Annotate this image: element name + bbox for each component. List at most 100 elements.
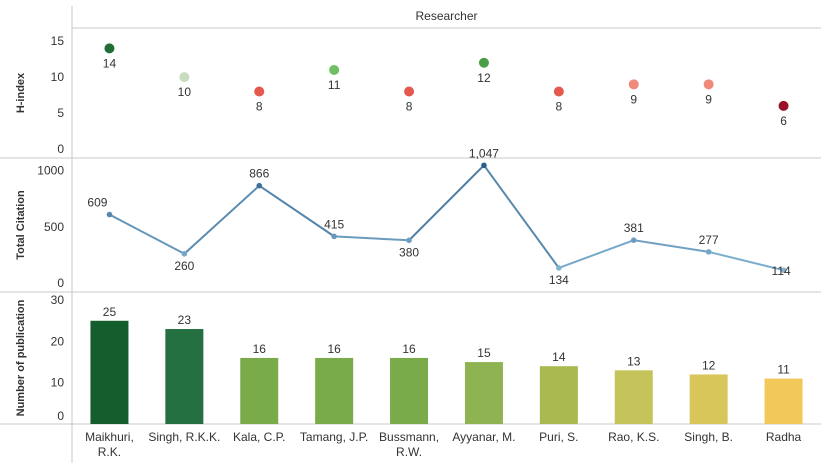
header-title: Researcher xyxy=(415,9,477,23)
y-tick-label: 0 xyxy=(57,142,64,156)
series-line-segment xyxy=(183,184,260,255)
series-line-segment xyxy=(708,250,784,272)
data-point xyxy=(256,182,263,189)
series-line-segment xyxy=(258,184,335,238)
category-label-line: R.K. xyxy=(98,445,121,459)
data-label: 277 xyxy=(699,233,719,247)
data-point xyxy=(780,267,787,273)
category-label-line: R.W. xyxy=(396,445,422,459)
category-label-line: Kala, C.P. xyxy=(233,430,285,444)
data-point xyxy=(404,86,415,97)
y-tick-label: 0 xyxy=(57,276,64,290)
category-label: Ayyanar, M. xyxy=(452,430,515,444)
data-point xyxy=(703,79,714,90)
data-label: 12 xyxy=(702,358,716,372)
panel-line: Total Citation 0 500 1000 609 260 866 415 380 1,0… xyxy=(15,146,791,290)
series-line-segment xyxy=(633,239,709,253)
data-label: 23 xyxy=(178,313,192,327)
y-tick-label: 20 xyxy=(51,334,65,348)
chart-panels: H-index 0 5 10 15 14 10 8 11 8 12 8 9 9 6 Total Citatio… xyxy=(15,34,803,424)
category-label-line: Tamang, J.P. xyxy=(300,430,368,444)
category-label-line: Singh, R.K.K. xyxy=(148,430,220,444)
data-point xyxy=(778,100,789,111)
data-label: 415 xyxy=(324,217,344,231)
y-tick-label: 500 xyxy=(44,220,64,234)
data-point xyxy=(179,72,190,83)
bar xyxy=(464,362,503,424)
data-point xyxy=(705,249,712,255)
y-tick-label: 30 xyxy=(51,293,65,307)
data-point xyxy=(628,79,639,90)
data-label: 6 xyxy=(780,114,787,128)
data-point xyxy=(406,237,412,244)
data-point xyxy=(329,64,340,75)
panel-scatter: H-index 0 5 10 15 14 10 8 11 8 12 8 9 9 6 xyxy=(15,34,789,156)
data-point xyxy=(481,162,487,169)
data-label: 1,047 xyxy=(469,146,499,160)
category-label-line: Ayyanar, M. xyxy=(452,430,515,444)
data-label: 8 xyxy=(406,100,413,114)
data-label: 16 xyxy=(253,342,267,356)
data-point xyxy=(553,86,564,97)
category-label: Maikhuri, R.K. xyxy=(85,430,134,459)
data-label: 10 xyxy=(178,85,192,99)
data-label: 114 xyxy=(772,264,791,278)
category-label-line: Radha xyxy=(766,430,802,444)
data-label: 14 xyxy=(103,56,117,70)
y-tick-label: 15 xyxy=(51,34,65,48)
data-label: 14 xyxy=(552,350,566,364)
data-point xyxy=(331,233,337,240)
bar xyxy=(165,329,204,424)
data-point xyxy=(254,86,265,97)
category-label: Kala, C.P. xyxy=(233,430,285,444)
series-line-segment xyxy=(558,239,635,269)
bar xyxy=(539,366,578,424)
y-tick-label: 10 xyxy=(51,70,65,84)
bar xyxy=(764,378,803,424)
category-label-line: Puri, S. xyxy=(539,430,578,444)
data-label: 16 xyxy=(327,342,341,356)
axis-title-bar: Number of publication xyxy=(15,299,27,416)
category-label-line: Singh, B. xyxy=(684,430,733,444)
bar xyxy=(90,320,129,424)
category-label: Singh, R.K.K. xyxy=(148,430,220,444)
data-label: 13 xyxy=(627,354,641,368)
data-label: 11 xyxy=(328,78,341,92)
category-label: Tamang, J.P. xyxy=(300,430,368,444)
data-point xyxy=(106,211,113,218)
data-label: 134 xyxy=(549,273,569,287)
data-label: 8 xyxy=(556,100,563,114)
category-label: Radha xyxy=(766,430,802,444)
bar xyxy=(614,370,653,424)
y-tick-label: 0 xyxy=(57,409,64,423)
data-label: 381 xyxy=(624,221,644,235)
series-line-segment xyxy=(483,164,560,269)
bar xyxy=(390,357,429,424)
axis-title-line: Total Citation xyxy=(15,190,27,260)
data-point xyxy=(630,237,637,243)
data-label: 25 xyxy=(103,305,117,319)
data-point xyxy=(181,250,188,257)
data-point xyxy=(556,265,562,271)
bar xyxy=(315,357,354,424)
data-label: 380 xyxy=(399,245,419,259)
category-label-line: Rao, K.S. xyxy=(608,430,659,444)
category-label-line: Maikhuri, xyxy=(85,430,134,444)
data-point xyxy=(478,57,489,68)
y-tick-label: 10 xyxy=(51,376,65,390)
bar xyxy=(689,374,728,424)
panel-bar: Number of publication 0 10 20 30 25 23 16 16 16 15… xyxy=(15,293,803,424)
category-label: Singh, B. xyxy=(684,430,733,444)
category-labels: Maikhuri, R.K. Singh, R.K.K. Kala, C.P. Tama… xyxy=(85,430,801,459)
category-label: Rao, K.S. xyxy=(608,430,659,444)
data-label: 8 xyxy=(256,100,263,114)
data-label: 9 xyxy=(630,92,637,106)
data-point xyxy=(104,43,115,54)
data-label: 15 xyxy=(477,346,491,360)
series-line-segment xyxy=(108,213,185,255)
y-tick-label: 1000 xyxy=(37,164,64,178)
series-line-segment xyxy=(334,235,410,242)
category-label: Puri, S. xyxy=(539,430,578,444)
data-label: 260 xyxy=(174,259,194,273)
